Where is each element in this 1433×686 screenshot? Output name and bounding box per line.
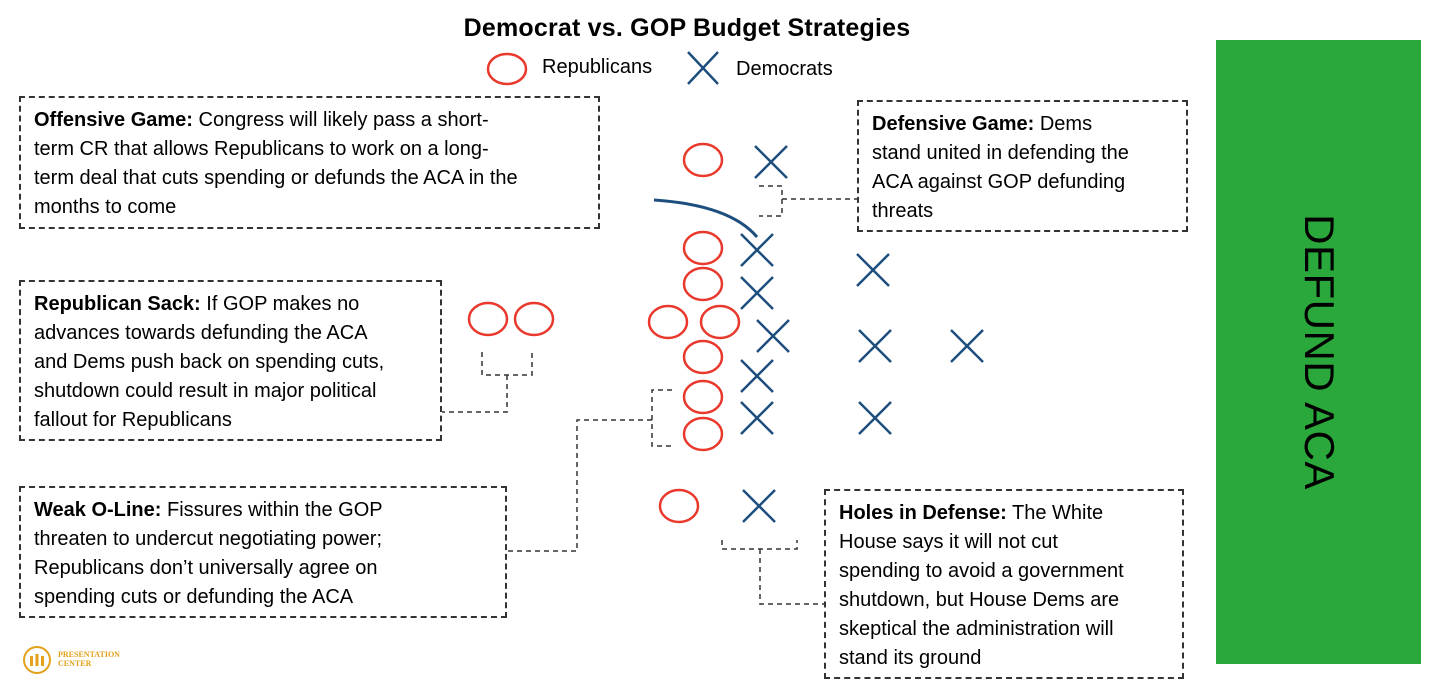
democrat-x (740, 359, 774, 393)
democrat-x (858, 401, 892, 435)
callout-text: spending cuts or defunding the ACA (34, 586, 354, 608)
callout-text: ACA against GOP defunding (872, 171, 1126, 193)
logo-text-line1: PRESENTATION (58, 650, 120, 659)
republican-circle (699, 304, 741, 340)
end-zone: DEFUND ACA (1216, 40, 1421, 664)
republican-circle (682, 142, 724, 178)
callout-heading: Defensive Game: (872, 113, 1035, 135)
callout-heading: Holes in Defense: (839, 502, 1007, 524)
holes-in-defense-callout: Holes in Defense: The White House says i… (824, 489, 1184, 679)
callout-text: threaten to undercut negotiating power; (34, 528, 383, 550)
callout-text: advances towards defunding the ACA (34, 322, 368, 344)
democrat-x (740, 233, 774, 267)
republican-circle (682, 339, 724, 375)
offensive-game-callout: Offensive Game: Congress will likely pas… (19, 96, 600, 229)
play-route-curve (653, 198, 759, 238)
callout-connectors (442, 185, 857, 605)
callout-text: shutdown, but House Dems are (839, 589, 1120, 611)
callout-text: threats (872, 200, 934, 222)
callout-text: spending to avoid a government (839, 560, 1124, 582)
republican-circle (467, 301, 509, 337)
democrat-x (740, 276, 774, 310)
callout-heading: Offensive Game: (34, 109, 193, 131)
end-zone-label: DEFUND ACA (1295, 214, 1343, 490)
callout-text: shutdown could result in major political (34, 380, 377, 402)
legend-republican-circle (486, 52, 528, 86)
callout-heading: Weak O-Line: (34, 499, 162, 521)
republican-circle (682, 230, 724, 266)
callout-text: term deal that cuts spending or defunds … (34, 167, 518, 189)
callout-text: House says it will not cut (839, 531, 1058, 553)
republican-sack-callout: Republican Sack: If GOP makes no advance… (19, 280, 442, 441)
republican-circle (682, 416, 724, 452)
callout-text: and Dems push back on spending cuts, (34, 351, 385, 373)
legend-democrat-x (687, 51, 719, 85)
logo-text-line2: CENTER (58, 659, 92, 668)
legend-label-republicans: Republicans (542, 56, 653, 78)
callout-text: If GOP makes no (206, 293, 360, 315)
callout-text: stand united in defending the (872, 142, 1129, 164)
democrat-x (858, 329, 892, 363)
republican-circle (682, 379, 724, 415)
legend-label-democrats: Democrats (736, 58, 833, 80)
democrat-x (856, 253, 890, 287)
republican-circle (513, 301, 555, 337)
callout-heading: Republican Sack: (34, 293, 201, 315)
callout-text: term CR that allows Republicans to work … (34, 138, 489, 160)
republican-circle (682, 266, 724, 302)
callout-text: The White (1012, 502, 1104, 524)
republican-players (467, 142, 741, 524)
callout-text: skeptical the administration will (839, 618, 1114, 640)
democrat-x (754, 145, 788, 179)
democrat-x (740, 401, 774, 435)
democrat-players (740, 145, 984, 523)
diagram-title: Democrat vs. GOP Budget Strategies (463, 14, 911, 42)
republican-circle (658, 488, 700, 524)
democrat-x (742, 489, 776, 523)
republican-circle (647, 304, 689, 340)
callout-text: months to come (34, 196, 177, 218)
callout-text: Dems (1039, 113, 1093, 135)
presentation-center-logo: PRESENTATION CENTER (22, 644, 162, 678)
callout-text: Republicans don’t universally agree on (34, 557, 378, 579)
callout-text: Fissures within the GOP (167, 499, 383, 521)
callout-text: fallout for Republicans (34, 409, 232, 431)
democrat-x (950, 329, 984, 363)
defensive-game-callout: Defensive Game: Dems stand united in def… (857, 100, 1188, 232)
callout-text: stand its ground (839, 647, 982, 669)
logo-building-icon (23, 646, 51, 674)
callout-text: Congress will likely pass a short- (198, 109, 489, 131)
democrat-x (756, 319, 790, 353)
weak-o-line-callout: Weak O-Line: Fissures within the GOP thr… (19, 486, 507, 618)
